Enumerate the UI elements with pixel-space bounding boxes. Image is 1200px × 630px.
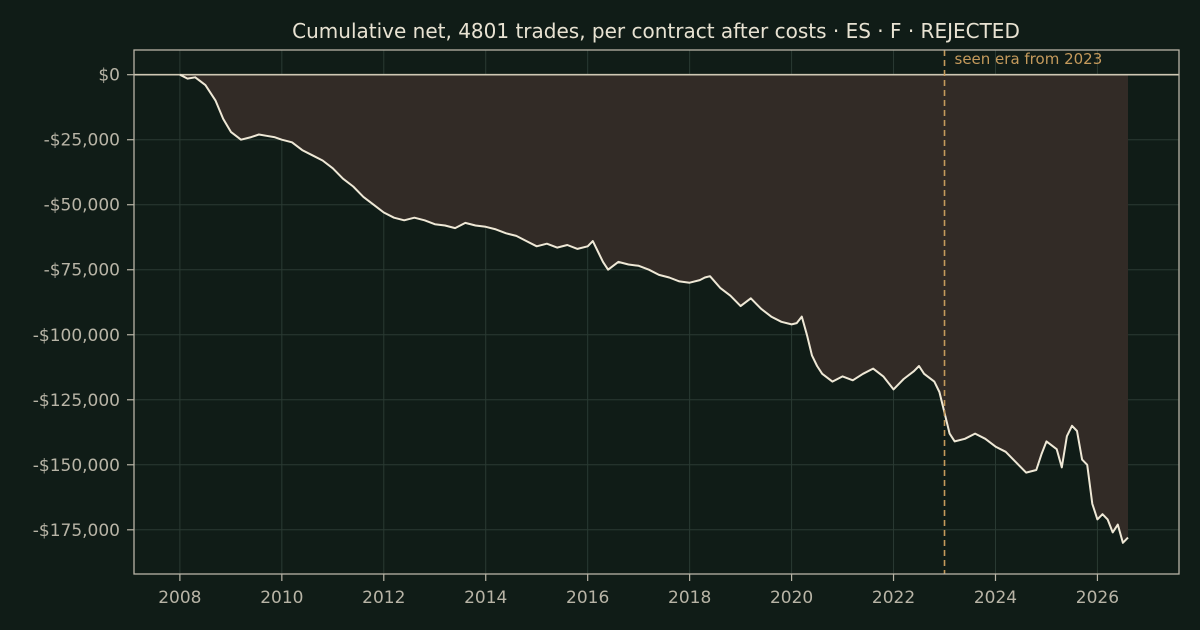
y-tick-label: -$100,000 — [33, 326, 120, 346]
x-tick-label-2026: 2026 — [1076, 588, 1119, 608]
x-tick-label-2014: 2014 — [464, 588, 507, 608]
x-tick-label-2024: 2024 — [974, 588, 1017, 608]
y-tick-label: -$150,000 — [33, 456, 120, 476]
x-tick-label-2008: 2008 — [158, 588, 201, 608]
y-tick-label: -$25,000 — [44, 131, 120, 151]
y-axis-ticks: $0 -$25,000 -$50,000 -$75,000 -$100,000 -$125… — [33, 66, 134, 541]
x-tick-label-2010: 2010 — [260, 588, 303, 608]
y-tick-label: -$175,000 — [33, 521, 120, 541]
x-tick-label-2022: 2022 — [872, 588, 915, 608]
x-tick-label-2016: 2016 — [566, 588, 609, 608]
y-tick-label: -$75,000 — [44, 261, 120, 281]
y-tick-label: -$50,000 — [44, 196, 120, 216]
y-tick-label: -$125,000 — [33, 391, 120, 411]
drawdown-area — [179, 74, 1129, 543]
chart-title: Cumulative net, 4801 trades, per contrac… — [292, 19, 1020, 43]
x-tick-label-2012: 2012 — [362, 588, 405, 608]
cumulative-net-line — [179, 73, 1129, 544]
x-tick-label-2018: 2018 — [668, 588, 711, 608]
seen-era-label: seen era from 2023 — [955, 50, 1103, 68]
plot-frame — [133, 49, 1180, 575]
y-tick-label: $0 — [98, 66, 120, 86]
x-tick-label-2020: 2020 — [770, 588, 813, 608]
x-axis-ticks: 2008 2010 2012 2014 2016 2018 2020 2022 2024 2026 — [158, 574, 1119, 608]
